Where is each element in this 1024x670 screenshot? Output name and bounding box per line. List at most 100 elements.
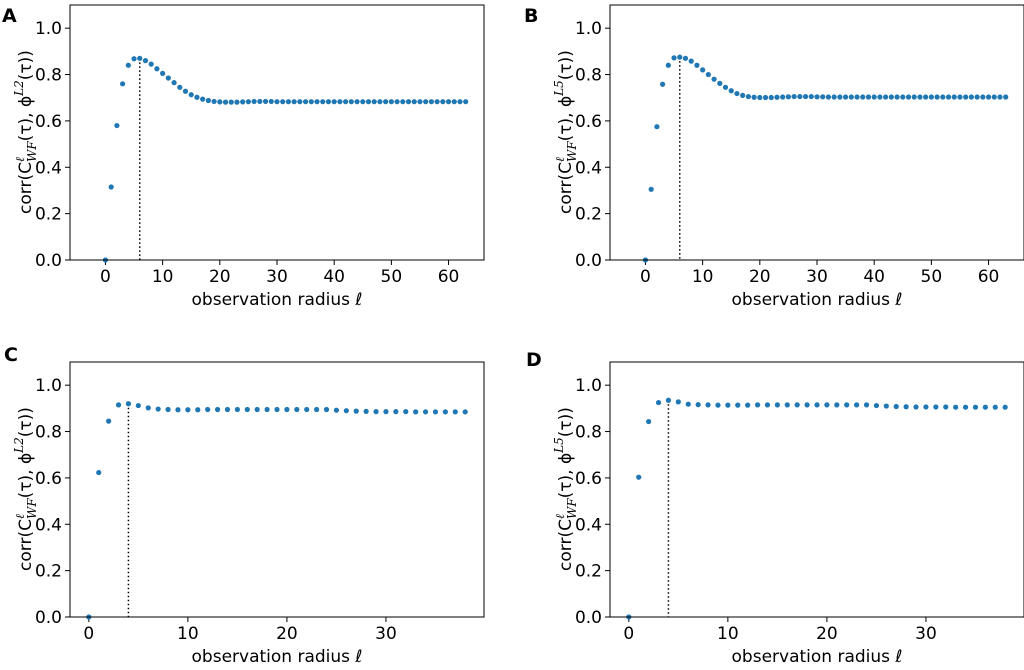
data-point <box>171 80 177 86</box>
y-tick-label: 0.6 <box>575 112 602 132</box>
y-tick-label: 1.0 <box>35 19 62 39</box>
data-point <box>442 409 448 415</box>
data-point <box>844 402 850 408</box>
data-point <box>903 404 909 410</box>
data-point <box>291 99 297 105</box>
data-point <box>848 94 854 100</box>
data-point <box>923 94 929 100</box>
x-tick-label: 20 <box>749 267 771 287</box>
data-point <box>804 402 810 408</box>
data-point <box>417 99 423 105</box>
data-point <box>671 55 677 61</box>
data-point <box>1003 94 1009 100</box>
y-tick-label: 0.2 <box>575 562 602 582</box>
data-point <box>911 94 917 100</box>
data-point <box>953 404 959 410</box>
y-tick-label: 1.0 <box>35 376 62 396</box>
data-point <box>268 98 274 105</box>
data-point <box>682 55 689 61</box>
data-point <box>794 402 800 408</box>
data-point <box>388 99 394 105</box>
data-point <box>802 93 809 100</box>
data-point <box>432 409 439 415</box>
data-point <box>224 406 231 413</box>
y-tick-label: 0.2 <box>35 562 62 582</box>
data-point <box>106 418 112 424</box>
data-point <box>234 99 240 105</box>
data-point <box>373 409 379 415</box>
data-point <box>725 402 731 408</box>
data-point <box>188 92 194 98</box>
data-point <box>285 99 292 105</box>
data-point <box>831 94 837 100</box>
data-point <box>297 99 303 105</box>
data-point <box>808 93 814 100</box>
data-point <box>754 402 761 408</box>
data-point <box>757 94 763 101</box>
x-tick-label: 10 <box>177 624 199 644</box>
data-point <box>325 99 332 105</box>
data-point <box>423 99 429 105</box>
data-point <box>728 88 734 94</box>
data-point <box>195 407 201 413</box>
data-point <box>451 99 457 105</box>
data-point <box>383 409 389 415</box>
y-tick-label: 1.0 <box>575 376 602 396</box>
x-axis-label: observation radius ℓ <box>732 647 903 667</box>
data-point <box>972 404 979 410</box>
data-point <box>962 404 969 410</box>
data-point <box>762 94 769 101</box>
data-point <box>145 405 151 411</box>
data-point <box>900 94 906 100</box>
y-tick-label: 0.8 <box>35 423 62 443</box>
y-tick-label: 0.8 <box>575 66 602 86</box>
data-point <box>274 99 280 105</box>
data-point <box>865 94 872 100</box>
y-tick-label: 0.6 <box>35 469 62 489</box>
data-point <box>280 99 286 105</box>
data-point <box>177 84 183 90</box>
data-point <box>262 98 269 105</box>
data-point <box>154 66 160 72</box>
data-point <box>968 94 974 100</box>
data-point <box>888 94 894 100</box>
data-point <box>774 402 780 408</box>
x-tick-label: 30 <box>266 267 288 287</box>
data-point <box>711 76 717 82</box>
y-axis-label: corr(CℓWF(τ), ϕL2(τ)) <box>12 50 39 214</box>
data-point <box>722 84 729 90</box>
data-point <box>214 406 221 413</box>
data-point <box>893 403 899 410</box>
x-tick-label: 30 <box>375 624 397 644</box>
data-point <box>422 409 429 415</box>
data-point <box>717 80 723 86</box>
y-tick-label: 0.0 <box>35 251 62 271</box>
data-point <box>244 406 250 413</box>
y-tick-label: 0.2 <box>35 205 62 225</box>
data-point <box>923 404 929 410</box>
x-tick-label: 20 <box>276 624 298 644</box>
y-axis-label: corr(CℓWF(τ), ϕL2(τ)) <box>12 407 39 571</box>
data-point <box>735 402 741 408</box>
panel-letter: D <box>526 349 542 371</box>
data-point <box>963 94 969 100</box>
data-point <box>353 408 359 414</box>
data-point <box>175 407 181 413</box>
data-point <box>943 404 949 410</box>
data-point <box>700 67 706 73</box>
data-point <box>837 94 843 100</box>
x-axis-label: observation radius ℓ <box>192 290 363 310</box>
data-point <box>877 94 883 100</box>
data-point <box>337 99 343 105</box>
data-point <box>302 99 309 105</box>
data-point <box>688 58 694 64</box>
data-point <box>740 92 746 99</box>
x-tick-label: 30 <box>915 624 937 644</box>
data-point <box>413 409 419 415</box>
data-point <box>745 402 751 408</box>
data-point <box>734 90 740 97</box>
data-point <box>405 99 412 105</box>
y-axis-label: corr(CℓWF(τ), ϕL5(τ)) <box>552 407 579 571</box>
data-point <box>314 406 320 413</box>
data-point <box>905 94 912 100</box>
